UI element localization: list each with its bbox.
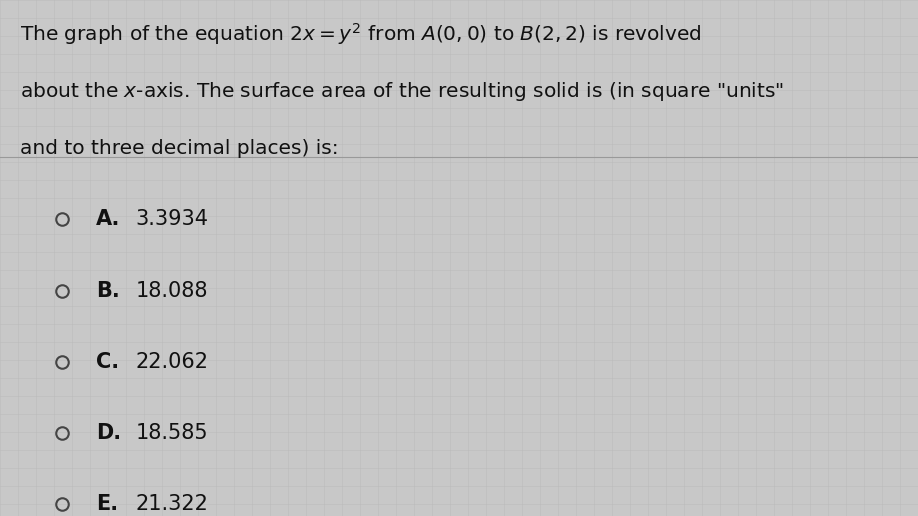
Text: 18.585: 18.585 [136, 423, 208, 443]
Text: E.: E. [96, 494, 118, 514]
Text: 22.062: 22.062 [136, 352, 209, 372]
Text: 21.322: 21.322 [136, 494, 208, 514]
Text: D.: D. [96, 423, 121, 443]
Text: and to three decimal places) is:: and to three decimal places) is: [20, 139, 339, 158]
Text: C.: C. [96, 352, 119, 372]
Text: B.: B. [96, 281, 120, 300]
Text: The graph of the equation $2x = y^2$ from $A(0, 0)$ to $B(2, 2)$ is revolved: The graph of the equation $2x = y^2$ fro… [20, 21, 702, 46]
Text: A.: A. [96, 209, 121, 229]
Text: 18.088: 18.088 [136, 281, 208, 300]
Text: about the $x$-axis. The surface area of the resulting solid is (in square "units: about the $x$-axis. The surface area of … [20, 80, 784, 103]
Text: 3.3934: 3.3934 [136, 209, 209, 229]
